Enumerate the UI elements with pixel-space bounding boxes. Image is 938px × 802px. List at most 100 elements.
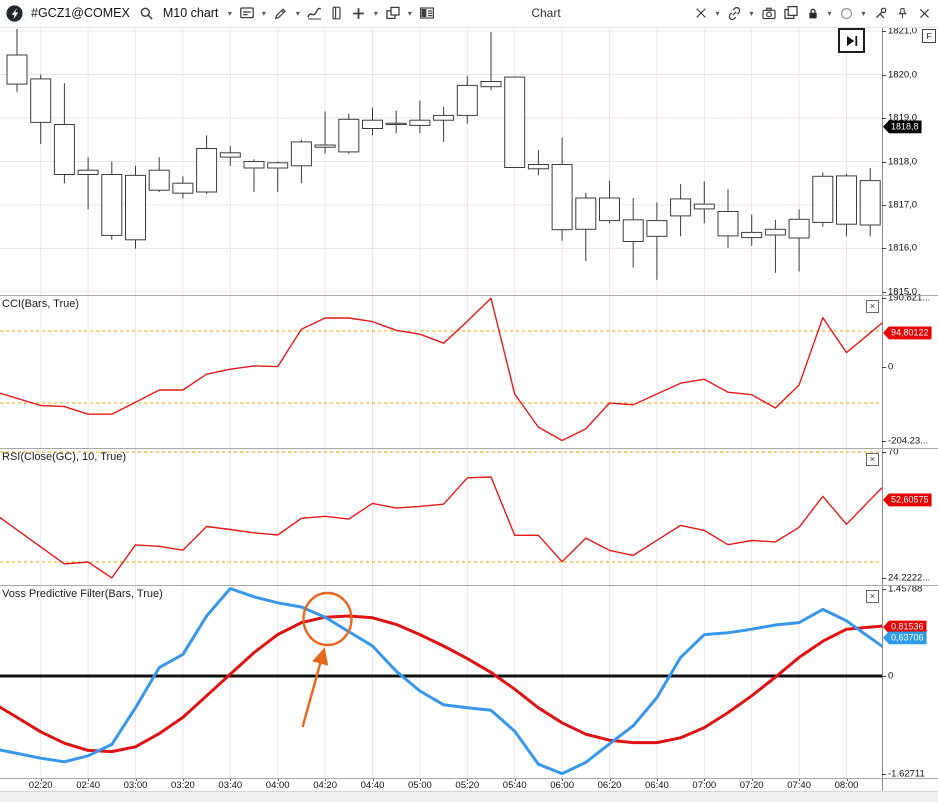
price-panel[interactable] — [0, 28, 882, 295]
time-label: 08:00 — [834, 780, 859, 791]
time-label: 06:00 — [550, 780, 574, 791]
chevron-down-icon[interactable]: ▾ — [373, 8, 378, 18]
link-icon[interactable] — [724, 3, 745, 24]
axis-tick — [882, 366, 886, 368]
axis-label: 1817,0 — [888, 199, 918, 211]
axis-tick — [882, 588, 886, 590]
panel-view-icon[interactable] — [416, 3, 437, 24]
add-icon[interactable] — [348, 3, 369, 24]
candle-body — [622, 219, 644, 243]
candle-body — [717, 211, 739, 237]
candle-body — [504, 76, 526, 168]
time-label: 03:20 — [171, 780, 195, 791]
chevron-down-icon[interactable]: ▾ — [861, 8, 866, 18]
search-icon[interactable] — [136, 3, 157, 24]
layouts-icon[interactable] — [382, 3, 403, 24]
axis-label: 1820,0 — [888, 69, 918, 81]
candle-body — [196, 148, 218, 193]
crossover-annotation[interactable] — [301, 591, 353, 728]
candlestick-canvas[interactable] — [0, 28, 882, 295]
axis-tick — [882, 204, 886, 206]
symbol-group-icon[interactable] — [836, 3, 857, 24]
pin-icon[interactable] — [892, 3, 913, 24]
axis-tick — [882, 74, 886, 76]
candle-body — [551, 164, 573, 231]
close-icon[interactable] — [914, 3, 935, 24]
chevron-down-icon[interactable]: ▾ — [261, 8, 266, 18]
panel-divider[interactable] — [0, 295, 938, 296]
candle-body — [646, 220, 668, 237]
chevron-down-icon[interactable]: ▾ — [407, 8, 412, 18]
indicator-value-badge: 52,60575 — [883, 493, 932, 507]
candle-body — [6, 54, 28, 85]
time-tick — [514, 778, 516, 781]
time-label: 04:20 — [313, 780, 337, 791]
time-label: 05:40 — [502, 780, 527, 791]
app-logo-icon[interactable] — [4, 3, 25, 24]
time-label: 03:40 — [218, 780, 243, 791]
duplicate-icon[interactable] — [780, 3, 801, 24]
chevron-down-icon[interactable]: ▾ — [295, 8, 300, 18]
drawing-tools-icon[interactable] — [270, 3, 291, 24]
panel-divider[interactable] — [0, 448, 938, 449]
indicators-icon[interactable] — [304, 3, 325, 24]
candle-body — [788, 218, 810, 239]
time-label: 07:20 — [739, 780, 764, 791]
timeframe-label[interactable]: M10 chart — [162, 6, 219, 20]
right-price-scale[interactable]: 1815,0 1816,0 1817,0 1818,0 1819,0 1820,0 1821… — [882, 0, 938, 801]
axis-label: 1815,0 — [888, 286, 918, 298]
fit-scale-button[interactable]: F — [922, 29, 936, 43]
go-to-latest-button[interactable] — [838, 28, 865, 53]
indicator-canvas[interactable] — [0, 296, 882, 448]
crosshair-icon[interactable] — [690, 3, 711, 24]
candle-body — [764, 228, 786, 236]
cci-close-icon[interactable]: × — [866, 300, 879, 313]
chevron-down-icon[interactable]: ▾ — [227, 8, 232, 18]
lock-icon[interactable] — [802, 3, 823, 24]
candle-body — [670, 198, 692, 217]
last-price-badge: 1818,8 — [883, 120, 922, 134]
voss-close-icon[interactable]: × — [866, 590, 879, 603]
axis-label: 1819,0 — [888, 112, 918, 124]
time-tick — [230, 778, 232, 781]
settings-icon[interactable] — [870, 3, 891, 24]
chevron-down-icon[interactable]: ▾ — [749, 8, 754, 18]
candle-body — [527, 164, 549, 170]
time-label: 06:20 — [597, 780, 622, 791]
indicator-canvas[interactable] — [0, 449, 882, 586]
axis-label: 1.45788 — [888, 583, 923, 595]
time-axis[interactable]: 02:20 02:40 03:00 03:20 03:40 04:00 04:20 04:40… — [0, 778, 882, 791]
snapshot-icon[interactable] — [758, 3, 779, 24]
candle-body — [456, 84, 478, 116]
indicator-value-badge: 94,80122 — [883, 326, 932, 340]
axis-tick — [882, 577, 886, 579]
chevron-down-icon[interactable]: ▾ — [827, 8, 832, 18]
time-tick — [562, 778, 564, 781]
candle-body — [30, 78, 52, 123]
time-tick — [40, 778, 42, 781]
candle-body — [362, 119, 383, 129]
candle-body — [599, 197, 620, 222]
rsi-panel[interactable] — [0, 449, 882, 586]
annotation-ellipse[interactable] — [302, 591, 353, 647]
time-label: 05:00 — [408, 780, 432, 791]
axis-label: 24.2222... — [888, 572, 931, 584]
cci-panel[interactable] — [0, 296, 882, 448]
rsi-close-icon[interactable]: × — [866, 453, 879, 466]
object-manager-icon[interactable] — [326, 3, 347, 24]
axis-tick — [882, 118, 886, 119]
axis-label: 1816,0 — [888, 242, 918, 254]
time-tick — [135, 778, 137, 781]
symbol-label[interactable]: #GCZ1@COMEX — [31, 6, 130, 20]
time-tick — [799, 778, 801, 781]
candle-body — [290, 141, 312, 167]
indicator-canvas[interactable] — [0, 586, 882, 778]
annotation-arrow[interactable] — [301, 647, 329, 728]
price-scale-border — [882, 28, 883, 791]
voss-panel[interactable] — [0, 586, 882, 778]
time-tick — [325, 778, 327, 781]
chart-style-icon[interactable] — [236, 3, 257, 24]
chevron-down-icon[interactable]: ▾ — [715, 8, 720, 18]
time-label: 04:00 — [265, 780, 290, 791]
panel-divider[interactable] — [0, 585, 938, 586]
